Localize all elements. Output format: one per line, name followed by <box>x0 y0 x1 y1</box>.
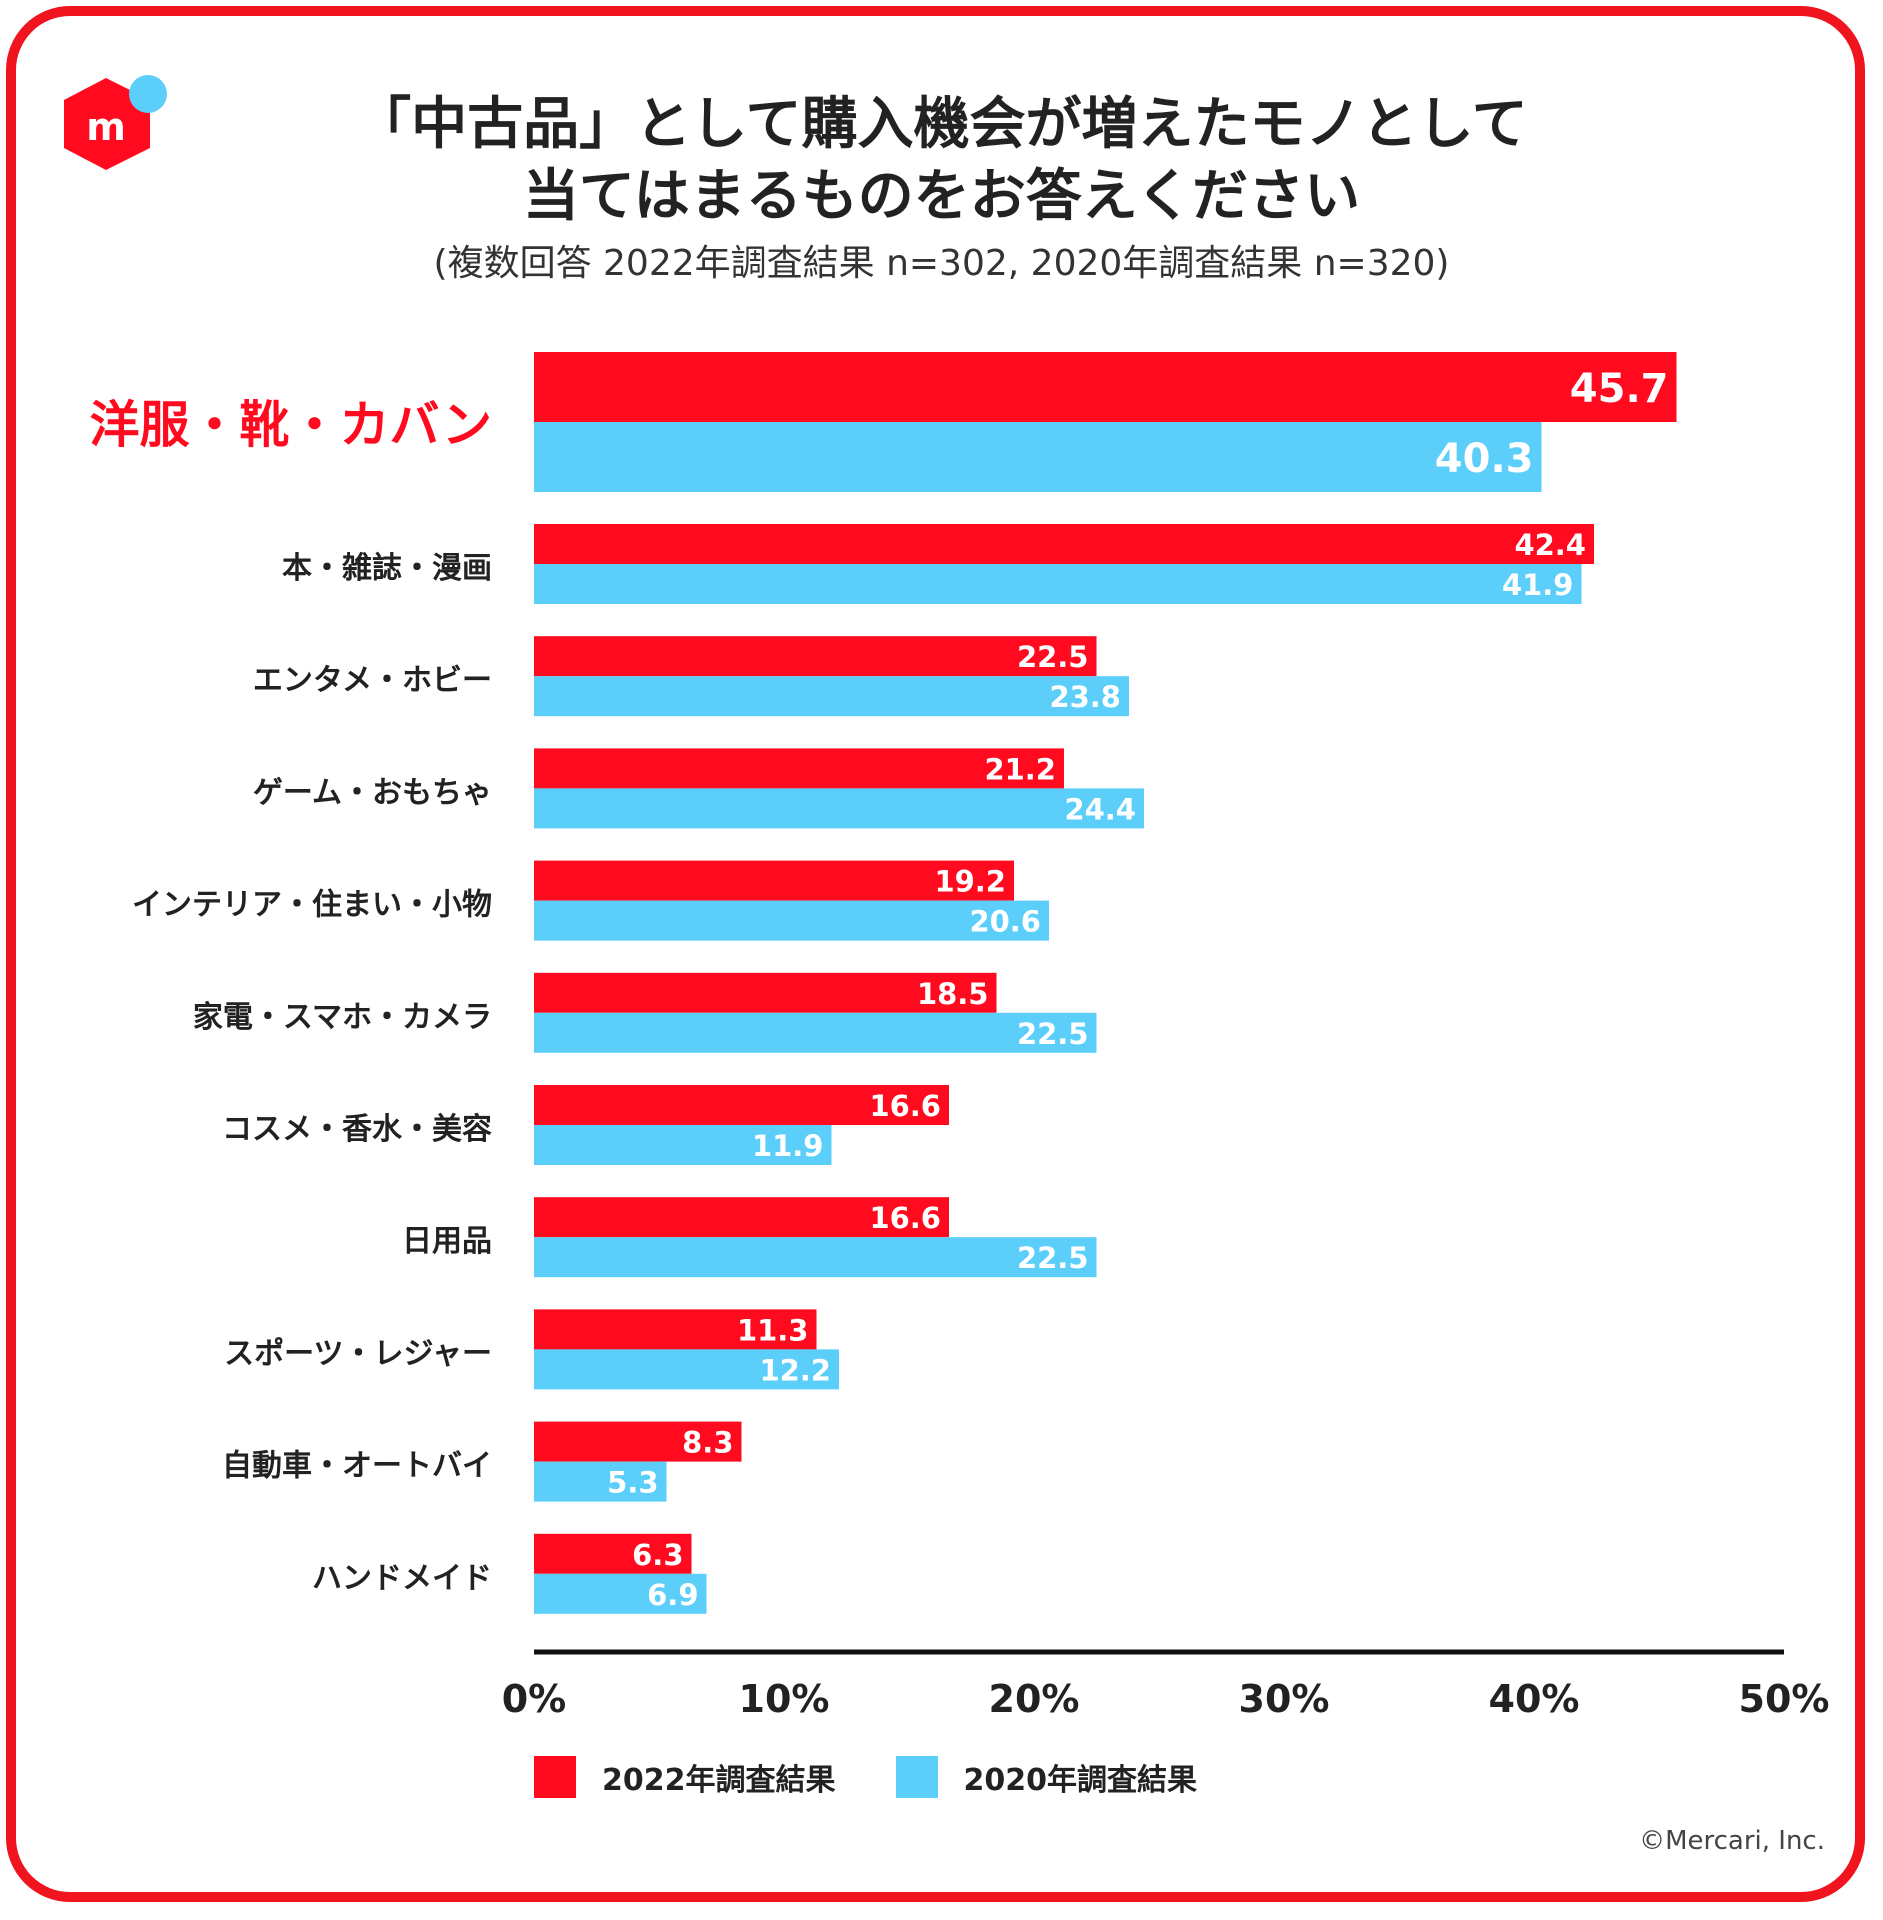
data-label: 22.5 <box>1017 1017 1089 1051</box>
card-frame <box>6 6 1865 1902</box>
bar-2020 <box>534 1461 667 1502</box>
x-tick-label: 20% <box>989 1677 1080 1721</box>
category-label: 家電・スマホ・カメラ <box>193 1000 492 1035</box>
bar-2022 <box>534 748 1064 789</box>
chart-title-line-2: 当てはまるものをお答えください <box>522 164 1361 229</box>
bar-2022 <box>534 1085 949 1125</box>
bar-2022 <box>534 524 1594 564</box>
legend-item-2022: 2022年調査結果 <box>534 1755 836 1799</box>
data-label: 11.9 <box>752 1129 824 1163</box>
data-label: 18.5 <box>917 977 989 1011</box>
legend-label-2020: 2020年調査結果 <box>963 1763 1198 1798</box>
data-label: 16.6 <box>869 1089 941 1123</box>
category-label: 洋服・靴・カバン <box>90 396 493 454</box>
bar-2020 <box>534 1349 839 1390</box>
data-label: 24.4 <box>1064 792 1136 826</box>
data-label: 16.6 <box>869 1201 941 1235</box>
legend-swatch-2022 <box>534 1756 576 1798</box>
bar-2020 <box>534 1012 1097 1053</box>
bar-2020 <box>534 900 1049 941</box>
bar-2020 <box>534 1237 1097 1278</box>
bar-2022 <box>534 860 1014 901</box>
category-label: エンタメ・ホビー <box>253 663 492 698</box>
chart-legend: 2022年調査結果 2020年調査結果 <box>534 1755 1257 1799</box>
data-label: 11.3 <box>737 1313 809 1347</box>
data-label: 40.3 <box>1435 436 1534 482</box>
bar-2020 <box>534 564 1582 604</box>
bar-2022 <box>534 1309 817 1350</box>
bar-2022 <box>534 972 997 1013</box>
category-label: 自動車・オートバイ <box>222 1449 492 1484</box>
data-label: 5.3 <box>607 1466 658 1500</box>
data-label: 20.6 <box>969 905 1041 939</box>
data-label: 41.9 <box>1502 568 1574 602</box>
category-label: ハンドメイド <box>312 1561 492 1596</box>
category-label: スポーツ・レジャー <box>224 1336 492 1371</box>
data-label: 12.2 <box>759 1353 831 1387</box>
x-tick-label: 40% <box>1489 1677 1580 1721</box>
mercari-logo-icon: m <box>64 75 167 170</box>
copyright-credit: ©Mercari, Inc. <box>1639 1826 1825 1856</box>
x-tick-label: 0% <box>502 1677 567 1721</box>
category-label: コスメ・香水・美容 <box>222 1112 492 1147</box>
bar-2020 <box>534 788 1144 829</box>
x-tick-label: 10% <box>739 1677 830 1721</box>
data-label: 22.5 <box>1017 1241 1089 1275</box>
legend-swatch-2020 <box>895 1756 938 1798</box>
chart-title-line-1: 「中古品」として購入機会が増えたモノとして <box>355 92 1528 157</box>
chart-subtitle: (複数回答 2022年調査結果 n=302, 2020年調査結果 n=320) <box>433 243 1450 284</box>
bar-2022 <box>534 1421 742 1462</box>
bar-2022 <box>534 1533 692 1574</box>
bar-2020 <box>534 1573 707 1614</box>
data-label: 22.5 <box>1017 640 1089 674</box>
data-label: 23.8 <box>1049 680 1121 714</box>
category-label: ゲーム・おもちゃ <box>253 775 492 810</box>
data-label: 6.9 <box>647 1578 698 1612</box>
data-label: 8.3 <box>682 1426 733 1460</box>
data-label: 19.2 <box>934 865 1006 899</box>
legend-item-2020: 2020年調査結果 <box>895 1755 1198 1799</box>
data-label: 45.7 <box>1570 366 1669 412</box>
data-label: 42.4 <box>1514 528 1586 562</box>
bar-2022 <box>534 1197 949 1238</box>
x-tick-label: 30% <box>1239 1677 1330 1721</box>
bar-2020 <box>534 422 1542 492</box>
bar-2022 <box>534 352 1677 422</box>
legend-label-2022: 2022年調査結果 <box>602 1763 836 1798</box>
x-tick-label: 50% <box>1739 1677 1830 1721</box>
category-label: インテリア・住まい・小物 <box>132 888 492 923</box>
data-label: 21.2 <box>984 752 1056 786</box>
data-label: 6.3 <box>632 1538 683 1572</box>
category-label: 本・雑誌・漫画 <box>282 551 492 586</box>
bar-2020 <box>534 676 1129 717</box>
bar-2022 <box>534 636 1097 677</box>
category-label: 日用品 <box>402 1224 492 1259</box>
logo-letter: m <box>86 105 126 149</box>
bar-2020 <box>534 1125 832 1165</box>
